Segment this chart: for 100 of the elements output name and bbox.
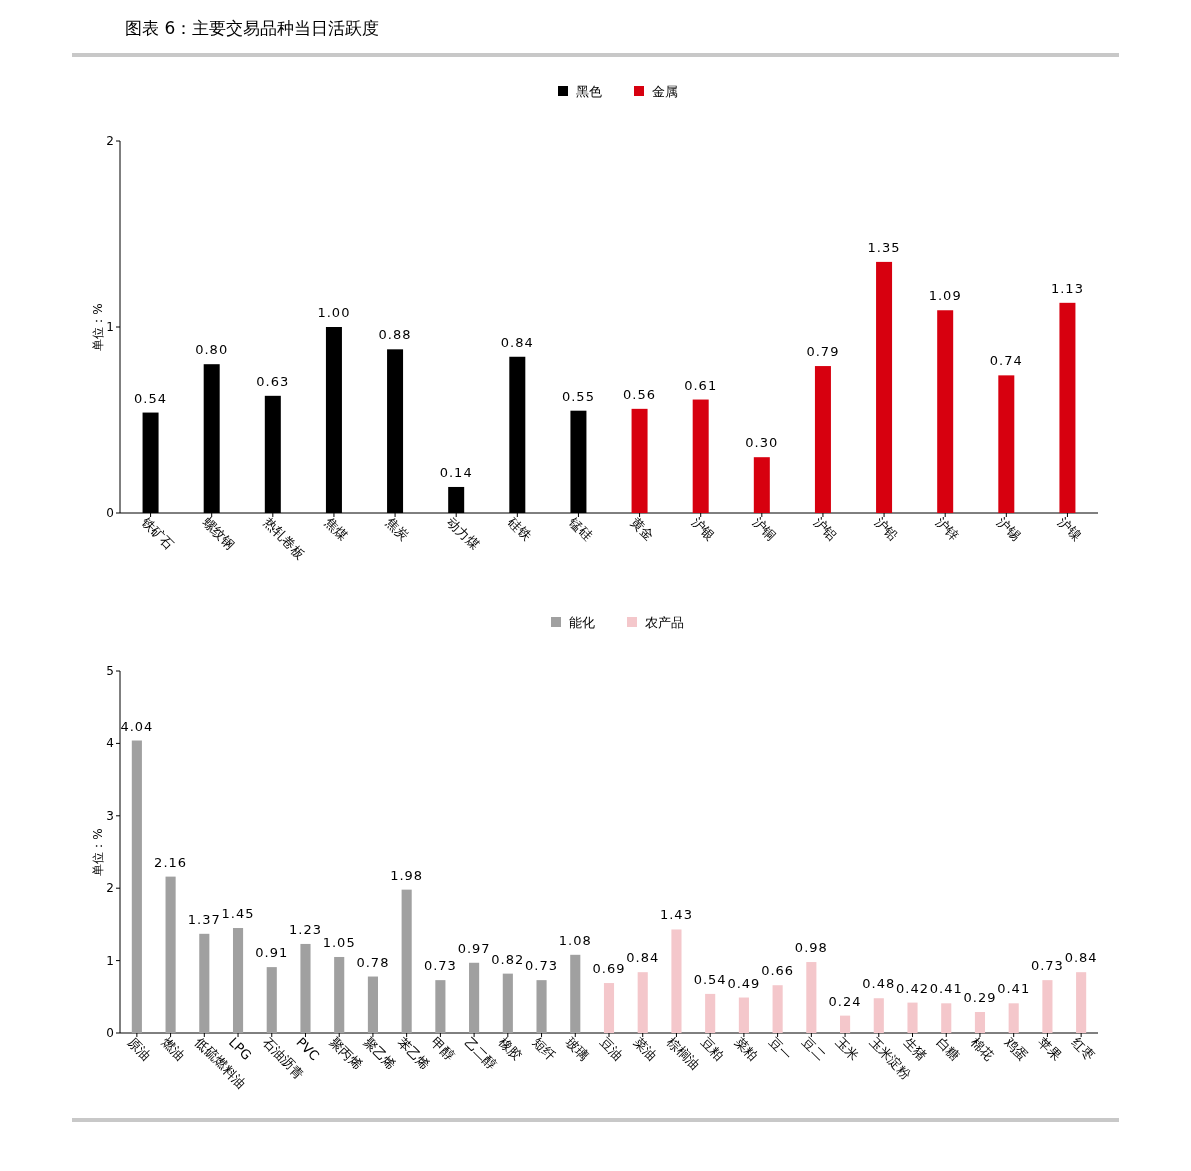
bar (199, 933, 210, 1033)
data-label: 0.54 (693, 971, 727, 987)
x-tick-label: 沪银 (688, 514, 718, 544)
bar (907, 1002, 918, 1033)
x-tick-label: 菜油 (630, 1034, 660, 1064)
y-tick-label: 1 (106, 953, 114, 968)
bar (570, 954, 581, 1033)
data-label: 0.91 (255, 945, 289, 961)
x-tick-label: 焦煤 (321, 514, 351, 544)
x-tick-label: 沪镍 (1055, 514, 1085, 544)
x-tick-label: 豆一 (765, 1034, 795, 1064)
data-label: 0.84 (626, 950, 660, 966)
bar (367, 976, 378, 1033)
bar (232, 928, 244, 1033)
legend-label: 黑色 (576, 84, 602, 99)
y-axis-title: 单位：% (91, 303, 105, 351)
data-label: 0.41 (929, 981, 963, 997)
x-tick-label: 苹果 (1035, 1034, 1065, 1064)
bar (876, 261, 893, 513)
data-label: 1.00 (317, 305, 351, 320)
data-label: 0.73 (423, 958, 457, 974)
bar (502, 973, 513, 1033)
data-label: 0.74 (989, 353, 1023, 369)
bar (637, 972, 648, 1033)
x-tick-label: 豆二 (799, 1034, 829, 1064)
data-label: 0.42 (896, 980, 929, 996)
data-label: 0.56 (623, 386, 657, 402)
bar (1076, 972, 1087, 1033)
bar (1042, 980, 1053, 1033)
y-tick-label: 2 (106, 134, 114, 148)
x-tick-label: 沪铅 (871, 514, 901, 544)
x-tick-label: 动力煤 (444, 514, 483, 553)
x-tick-label: 短纤 (529, 1034, 559, 1064)
x-tick-label: 沪锌 (933, 514, 963, 544)
data-label: 0.61 (684, 377, 718, 393)
legend-label: 能化 (569, 615, 595, 630)
data-label: 0.98 (794, 940, 828, 956)
data-label: 0.29 (963, 990, 997, 1005)
x-tick-label: 黄金 (627, 514, 657, 544)
bar (631, 408, 648, 513)
y-axis-title: 单位：% (91, 828, 105, 876)
y-tick-label: 1 (106, 320, 114, 334)
data-label: 0.49 (727, 975, 761, 991)
data-label: 0.55 (561, 388, 595, 404)
bar (469, 962, 480, 1033)
bar (738, 997, 749, 1033)
bar (435, 980, 446, 1033)
bar (334, 956, 345, 1033)
bar (603, 983, 615, 1033)
data-label: 1.37 (187, 911, 221, 927)
bar (937, 310, 954, 513)
bar (131, 740, 142, 1033)
data-label: 0.63 (256, 373, 290, 389)
x-tick-label: 热轧卷板 (260, 514, 309, 562)
x-tick-label: 锰硅 (565, 513, 596, 544)
data-label: 0.88 (378, 327, 412, 343)
data-label: 0.54 (134, 390, 168, 406)
x-tick-label: 沪铜 (749, 514, 779, 544)
x-tick-label: 鸡蛋 (1000, 1033, 1031, 1064)
bar (974, 1012, 986, 1033)
data-label: 1.13 (1050, 280, 1084, 296)
data-label: 0.84 (500, 334, 534, 350)
x-tick-label: 沪铝 (810, 514, 840, 544)
bar (401, 889, 412, 1033)
y-tick-label: 5 (106, 664, 114, 678)
data-label: 4.04 (120, 718, 154, 734)
x-tick-label: 豆粕 (698, 1034, 728, 1064)
data-label: 0.97 (457, 940, 491, 956)
bar (1059, 302, 1076, 513)
bar (753, 457, 770, 513)
data-label: 0.73 (525, 958, 559, 974)
y-tick-label: 2 (106, 881, 114, 896)
data-label: 2.16 (154, 854, 188, 870)
x-tick-label: 原油 (124, 1034, 154, 1064)
data-label: 1.08 (558, 932, 592, 948)
x-tick-label: 燃油 (158, 1034, 188, 1064)
bar (671, 929, 682, 1033)
chart-title: 图表 6：主要交易品种当日活跃度 (125, 18, 380, 38)
data-label: 0.41 (997, 981, 1031, 997)
bar (705, 993, 716, 1033)
x-tick-label: 焦炭 (382, 514, 412, 544)
x-tick-label: 沪锡 (994, 514, 1024, 544)
bar (840, 1015, 851, 1033)
data-label: 0.69 (592, 961, 626, 977)
legend-label: 金属 (652, 84, 678, 99)
y-tick-label: 0 (106, 1026, 114, 1040)
bar (998, 375, 1015, 513)
data-label: 1.05 (322, 934, 356, 950)
data-label: 1.09 (928, 288, 962, 304)
bar (1008, 1003, 1019, 1033)
y-tick-label: 4 (106, 736, 114, 751)
bar (266, 967, 277, 1033)
data-label: 0.82 (491, 951, 525, 967)
data-label: 1.23 (289, 921, 322, 937)
data-label: 1.98 (390, 867, 424, 883)
bar (873, 998, 884, 1033)
y-tick-label: 3 (106, 808, 114, 823)
x-tick-label: 豆油 (596, 1034, 626, 1064)
x-tick-label: 红枣 (1069, 1034, 1099, 1064)
x-tick-label: 菜粕 (731, 1034, 761, 1064)
